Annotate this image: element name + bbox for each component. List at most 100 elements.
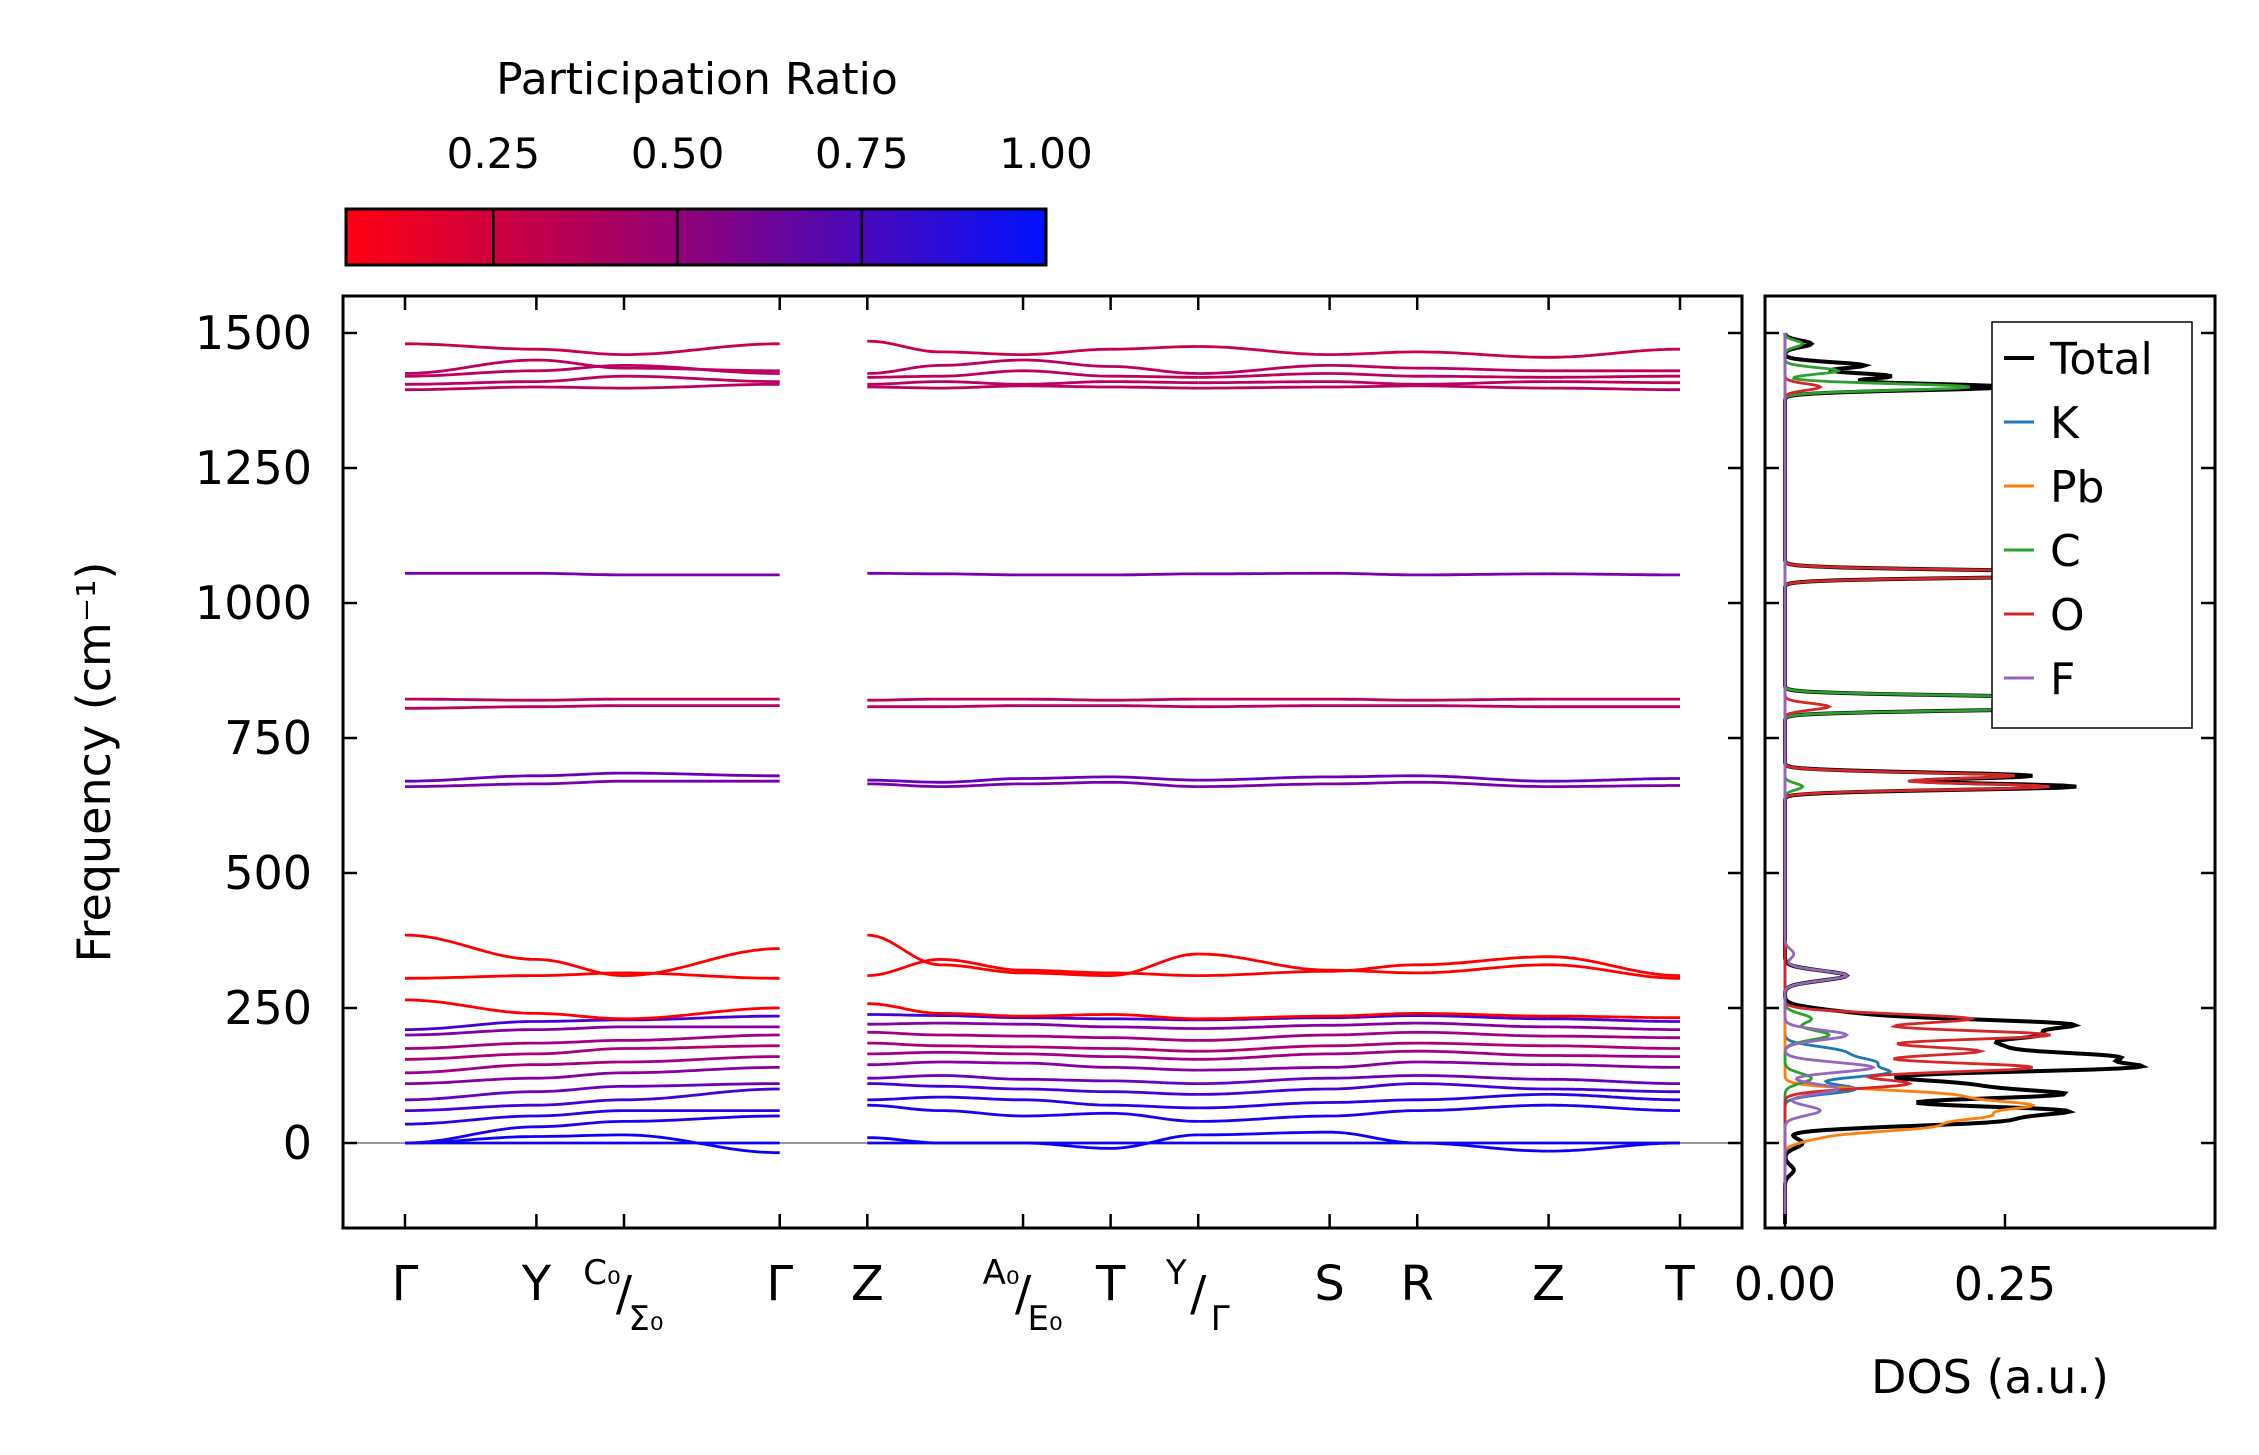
phonon-band — [867, 1021, 1199, 1030]
phonon-band — [1198, 1093, 1549, 1110]
legend-label: K — [2050, 398, 2080, 449]
phonon-band — [1548, 1087, 1680, 1094]
phonon-band — [1548, 1103, 1680, 1112]
phonon-band — [405, 779, 780, 788]
phonon-band — [1548, 572, 1680, 577]
k-point-label-sub: Γ — [1211, 1299, 1230, 1339]
k-point-label-slash: / — [1015, 1266, 1032, 1322]
dos-curve-f — [1783, 333, 1877, 1224]
k-point-label-sub: Σ₀ — [628, 1299, 663, 1339]
k-point-label-main: A₀ — [983, 1253, 1020, 1293]
phonon-band — [1548, 386, 1680, 392]
colorbar-tick-label: 0.25 — [447, 129, 541, 178]
k-point-label-main: Y — [1165, 1253, 1187, 1293]
y-axis-label: Frequency (cm⁻¹) — [67, 562, 121, 963]
phonon-band — [867, 369, 1199, 379]
phonon-band — [405, 1066, 780, 1085]
phonon-band — [867, 1030, 1199, 1042]
dos-x-tick-label: 0.25 — [1954, 1257, 2056, 1311]
phonon-band — [404, 358, 780, 375]
phonon-band — [1198, 345, 1549, 359]
phonon-band — [404, 1114, 780, 1145]
k-point-label-slash: / — [1190, 1266, 1207, 1322]
y-tick-label: 1000 — [195, 576, 312, 630]
phonon-band — [1198, 774, 1549, 783]
phonon-band — [405, 971, 780, 980]
phonon-band — [867, 1074, 1199, 1085]
k-point-label-split: Y / Γ — [1165, 1253, 1230, 1339]
phonon-band — [1548, 1034, 1680, 1040]
phonon-band — [867, 1050, 1199, 1061]
phonon-band — [867, 704, 1199, 709]
phonon-band — [1548, 963, 1680, 980]
phonon-band — [1548, 1141, 1680, 1153]
k-point-label-split: A₀/E₀ — [983, 1253, 1063, 1339]
y-tick-label: 1500 — [195, 306, 312, 360]
phonon-band — [1198, 1082, 1549, 1096]
phonon-band — [1548, 1025, 1680, 1031]
phonon-band — [867, 1133, 1199, 1150]
phonon-band — [1198, 1030, 1549, 1042]
legend-label: O — [2050, 590, 2085, 641]
phonon-band — [405, 342, 780, 356]
y-tick-label: 750 — [224, 711, 312, 765]
k-point-label: R — [1401, 1256, 1434, 1312]
colorbar-title: Participation Ratio — [496, 54, 898, 105]
phonon-band — [867, 1103, 1199, 1123]
phonon-band — [1548, 955, 1680, 977]
phonon-band — [1198, 1041, 1549, 1053]
k-point-label: Y — [521, 1256, 552, 1312]
phonon-band — [1548, 347, 1680, 359]
k-point-label: Γ — [392, 1256, 419, 1312]
phonon-band — [1548, 1093, 1680, 1102]
k-point-label: Z — [851, 1256, 884, 1312]
legend-label: F — [2050, 654, 2075, 705]
phonon-band — [867, 1013, 1199, 1022]
phonon-band — [1198, 1012, 1549, 1021]
legend-box — [1991, 321, 2193, 729]
phonon-band — [405, 382, 780, 392]
phonon-band — [867, 775, 1199, 784]
phonon-band — [405, 1133, 780, 1155]
dos-x-axis-label: DOS (a.u.) — [1871, 1350, 2109, 1404]
phonon-band — [867, 358, 1199, 375]
y-tick-label: 1250 — [195, 441, 312, 495]
phonon-band — [1198, 380, 1549, 386]
phonon-band — [405, 1109, 780, 1126]
phonon-band — [1198, 697, 1549, 702]
colorbar-tick-label: 0.75 — [815, 129, 909, 178]
k-point-label: T — [1095, 1256, 1126, 1312]
phonon-band — [1198, 1074, 1549, 1085]
colorbar: Participation Ratio 0.25 0.50 0.75 1.00 — [344, 54, 1093, 267]
phonon-band — [867, 339, 1199, 356]
band-axes-frame — [341, 294, 1744, 1230]
phonon-band — [1198, 364, 1549, 375]
dos-x-tick-label: 0.00 — [1734, 1257, 1836, 1311]
phonon-band — [867, 380, 1199, 386]
k-point-label: S — [1314, 1256, 1344, 1312]
phonon-band — [1548, 777, 1680, 783]
phonon-band — [1548, 1014, 1680, 1020]
phonon-band — [1198, 1103, 1549, 1123]
phonon-band — [1548, 1063, 1680, 1069]
phonon-band — [867, 1082, 1199, 1096]
phonon-band — [867, 1060, 1199, 1072]
k-point-label: Γ — [766, 1256, 793, 1312]
phonon-band — [867, 780, 1199, 788]
phonon-band — [405, 1014, 780, 1031]
phonon-band — [867, 384, 1199, 390]
phonon-band — [405, 1044, 780, 1061]
k-point-label: T — [1664, 1256, 1695, 1312]
phonon-band — [867, 933, 1199, 977]
phonon-band — [1198, 384, 1549, 390]
phonon-band — [405, 1087, 780, 1112]
phonon-band — [867, 1095, 1199, 1110]
k-point-label-split: C₀/Σ₀ — [583, 1253, 663, 1339]
y-tick-label: 250 — [224, 981, 312, 1035]
phonon-band — [405, 697, 780, 702]
phonon-band — [1198, 1049, 1549, 1061]
dos-panel: 0.00 0.25 DOS (a.u.) Total K Pb COF — [1734, 294, 2217, 1404]
phonon-band — [1198, 704, 1549, 709]
